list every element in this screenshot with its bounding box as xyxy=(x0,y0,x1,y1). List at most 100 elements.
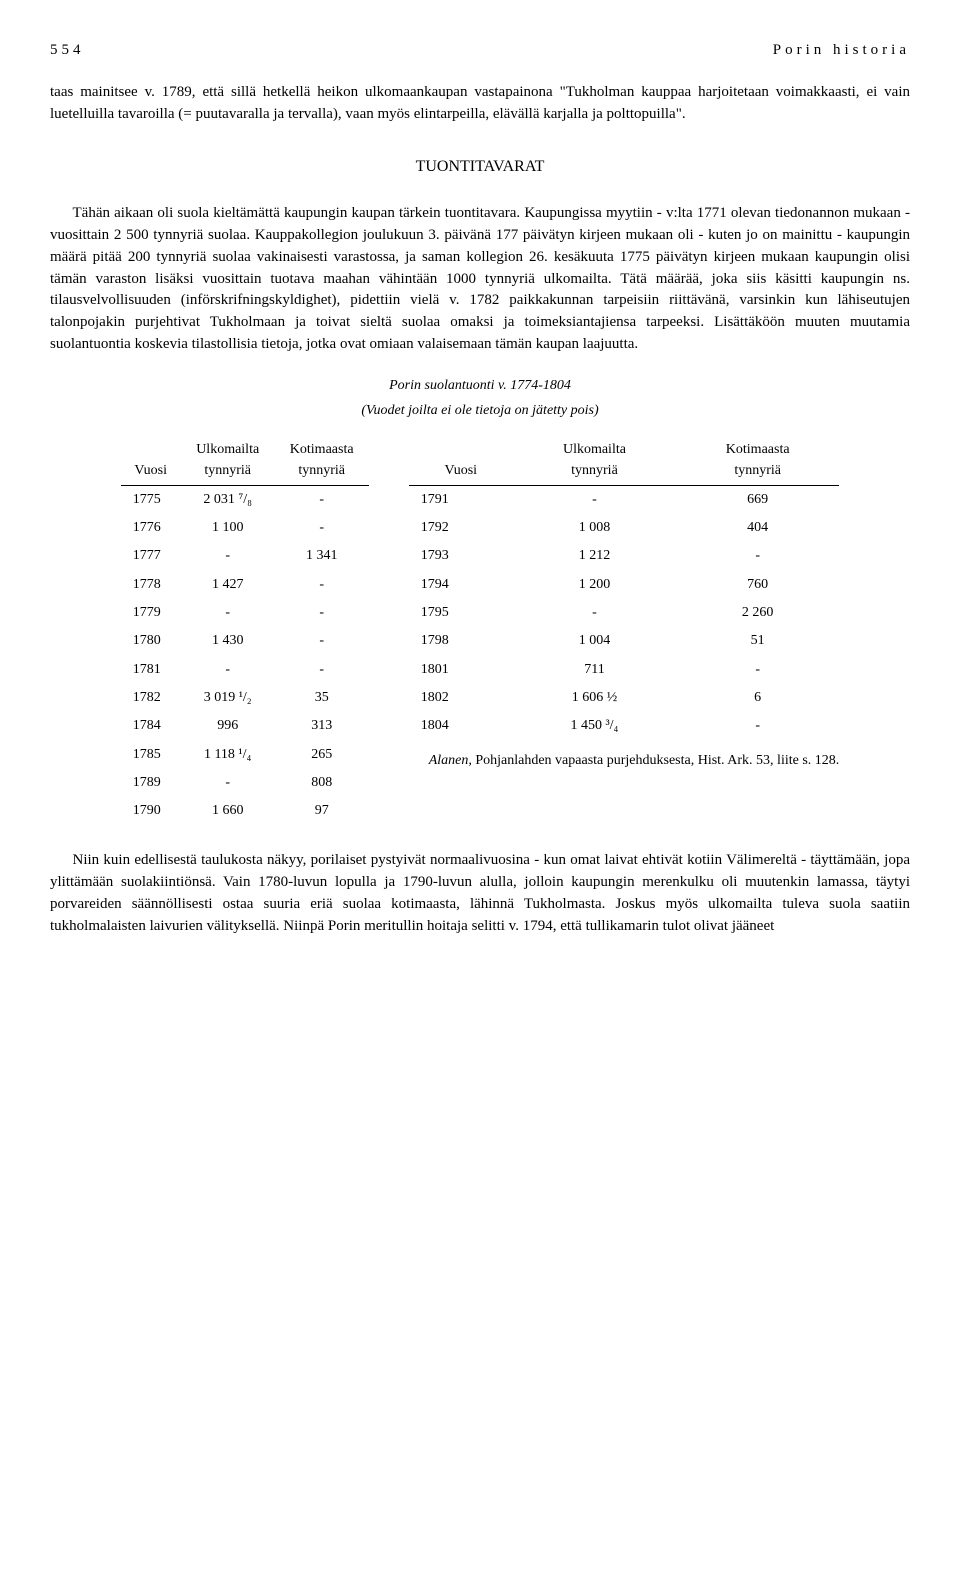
table-row: 17761 100- xyxy=(121,514,369,542)
cell-foreign: 1 004 xyxy=(513,627,676,655)
page-number: 554 xyxy=(50,40,85,62)
cell-year: 1784 xyxy=(121,712,181,740)
cell-year: 1785 xyxy=(121,741,181,769)
cell-year: 1781 xyxy=(121,656,181,684)
cell-year: 1789 xyxy=(121,769,181,797)
cell-year: 1791 xyxy=(409,485,513,514)
cell-year: 1778 xyxy=(121,571,181,599)
cell-domestic: - xyxy=(275,514,369,542)
cell-domestic: 669 xyxy=(676,485,839,514)
cell-foreign: - xyxy=(181,769,275,797)
table-row: 1784996313 xyxy=(121,712,369,740)
source-text: Pohjanlahden vapaasta purjehduksesta, Hi… xyxy=(472,753,839,768)
cell-domestic: 404 xyxy=(676,514,839,542)
cell-foreign: 1 200 xyxy=(513,571,676,599)
cell-year: 1782 xyxy=(121,684,181,712)
cell-foreign: 2 031 ⁷/₈ xyxy=(181,485,275,514)
cell-foreign: 1 212 xyxy=(513,542,676,570)
cell-domestic: - xyxy=(275,599,369,627)
cell-domestic: 6 xyxy=(676,684,839,712)
tables-container: Vuosi Ulkomailta tynnyriä Kotimaasta tyn… xyxy=(50,436,910,825)
table-row: 1779-- xyxy=(121,599,369,627)
paragraph-3: Niin kuin edellisestä taulukosta näkyy, … xyxy=(50,850,910,937)
cell-year: 1780 xyxy=(121,627,181,655)
cell-year: 1777 xyxy=(121,542,181,570)
cell-domestic: 35 xyxy=(275,684,369,712)
cell-domestic: 51 xyxy=(676,627,839,655)
cell-year: 1792 xyxy=(409,514,513,542)
table-caption: Porin suolantuonti v. 1774-1804 xyxy=(50,376,910,396)
cell-domestic: 808 xyxy=(275,769,369,797)
cell-foreign: 1 660 xyxy=(181,797,275,825)
cell-domestic: - xyxy=(275,485,369,514)
table-row: 17941 200760 xyxy=(409,571,840,599)
cell-year: 1798 xyxy=(409,627,513,655)
table-row: 1789-808 xyxy=(121,769,369,797)
col-domestic: Kotimaasta tynnyriä xyxy=(275,436,369,485)
col-year: Vuosi xyxy=(121,436,181,485)
table-row: 1801711- xyxy=(409,656,840,684)
cell-domestic: 313 xyxy=(275,712,369,740)
running-title: Porin historia xyxy=(773,40,910,62)
cell-year: 1779 xyxy=(121,599,181,627)
table-source: Alanen, Pohjanlahden vapaasta purjehduks… xyxy=(409,741,840,771)
cell-domestic: - xyxy=(275,656,369,684)
paragraph-2: Tähän aikaan oli suola kieltämättä kaupu… xyxy=(50,203,910,355)
table-row: 17921 008404 xyxy=(409,514,840,542)
cell-year: 1775 xyxy=(121,485,181,514)
cell-domestic: - xyxy=(275,571,369,599)
table-row: 1795-2 260 xyxy=(409,599,840,627)
cell-foreign: - xyxy=(181,599,275,627)
cell-domestic: 1 341 xyxy=(275,542,369,570)
cell-foreign: - xyxy=(181,656,275,684)
col-domestic: Kotimaasta tynnyriä xyxy=(676,436,839,485)
cell-foreign: - xyxy=(513,485,676,514)
table-row: 17801 430- xyxy=(121,627,369,655)
table-subcaption: (Vuodet joilta ei ole tietoja on jätetty… xyxy=(50,401,910,421)
cell-year: 1776 xyxy=(121,514,181,542)
cell-domestic: - xyxy=(676,712,839,740)
table-row: 1781-- xyxy=(121,656,369,684)
col-foreign: Ulkomailta tynnyriä xyxy=(513,436,676,485)
table-row: 17781 427- xyxy=(121,571,369,599)
cell-foreign: 3 019 ¹/₂ xyxy=(181,684,275,712)
cell-foreign: 1 100 xyxy=(181,514,275,542)
source-author: Alanen, xyxy=(429,753,472,768)
table-row: 1777-1 341 xyxy=(121,542,369,570)
cell-domestic: 760 xyxy=(676,571,839,599)
cell-foreign: 1 606 ½ xyxy=(513,684,676,712)
cell-foreign: - xyxy=(181,542,275,570)
cell-year: 1790 xyxy=(121,797,181,825)
cell-foreign: 1 450 ³/₄ xyxy=(513,712,676,740)
cell-foreign: 1 008 xyxy=(513,514,676,542)
table-row: 17851 118 ¹/₄265 xyxy=(121,741,369,769)
section-title: TUONTITAVARAT xyxy=(50,155,910,178)
col-year: Vuosi xyxy=(409,436,513,485)
cell-foreign: 711 xyxy=(513,656,676,684)
cell-domestic: 97 xyxy=(275,797,369,825)
table-row: 17981 00451 xyxy=(409,627,840,655)
cell-domestic: - xyxy=(676,542,839,570)
table-row: 18041 450 ³/₄- xyxy=(409,712,840,740)
cell-year: 1795 xyxy=(409,599,513,627)
salt-import-table-right: Vuosi Ulkomailta tynnyriä Kotimaasta tyn… xyxy=(409,436,840,740)
table-row: 17901 66097 xyxy=(121,797,369,825)
cell-domestic: - xyxy=(676,656,839,684)
cell-domestic: 2 260 xyxy=(676,599,839,627)
salt-import-table-left: Vuosi Ulkomailta tynnyriä Kotimaasta tyn… xyxy=(121,436,369,825)
cell-domestic: 265 xyxy=(275,741,369,769)
table-row: 17823 019 ¹/₂35 xyxy=(121,684,369,712)
cell-foreign: 1 430 xyxy=(181,627,275,655)
cell-year: 1793 xyxy=(409,542,513,570)
table-row: 17752 031 ⁷/₈- xyxy=(121,485,369,514)
cell-foreign: 996 xyxy=(181,712,275,740)
cell-year: 1802 xyxy=(409,684,513,712)
page-header: 554 Porin historia xyxy=(50,40,910,62)
table-row: 17931 212- xyxy=(409,542,840,570)
cell-foreign: - xyxy=(513,599,676,627)
table-row: 1791-669 xyxy=(409,485,840,514)
paragraph-1: taas mainitsee v. 1789, että sillä hetke… xyxy=(50,82,910,126)
cell-year: 1794 xyxy=(409,571,513,599)
cell-year: 1804 xyxy=(409,712,513,740)
col-foreign: Ulkomailta tynnyriä xyxy=(181,436,275,485)
